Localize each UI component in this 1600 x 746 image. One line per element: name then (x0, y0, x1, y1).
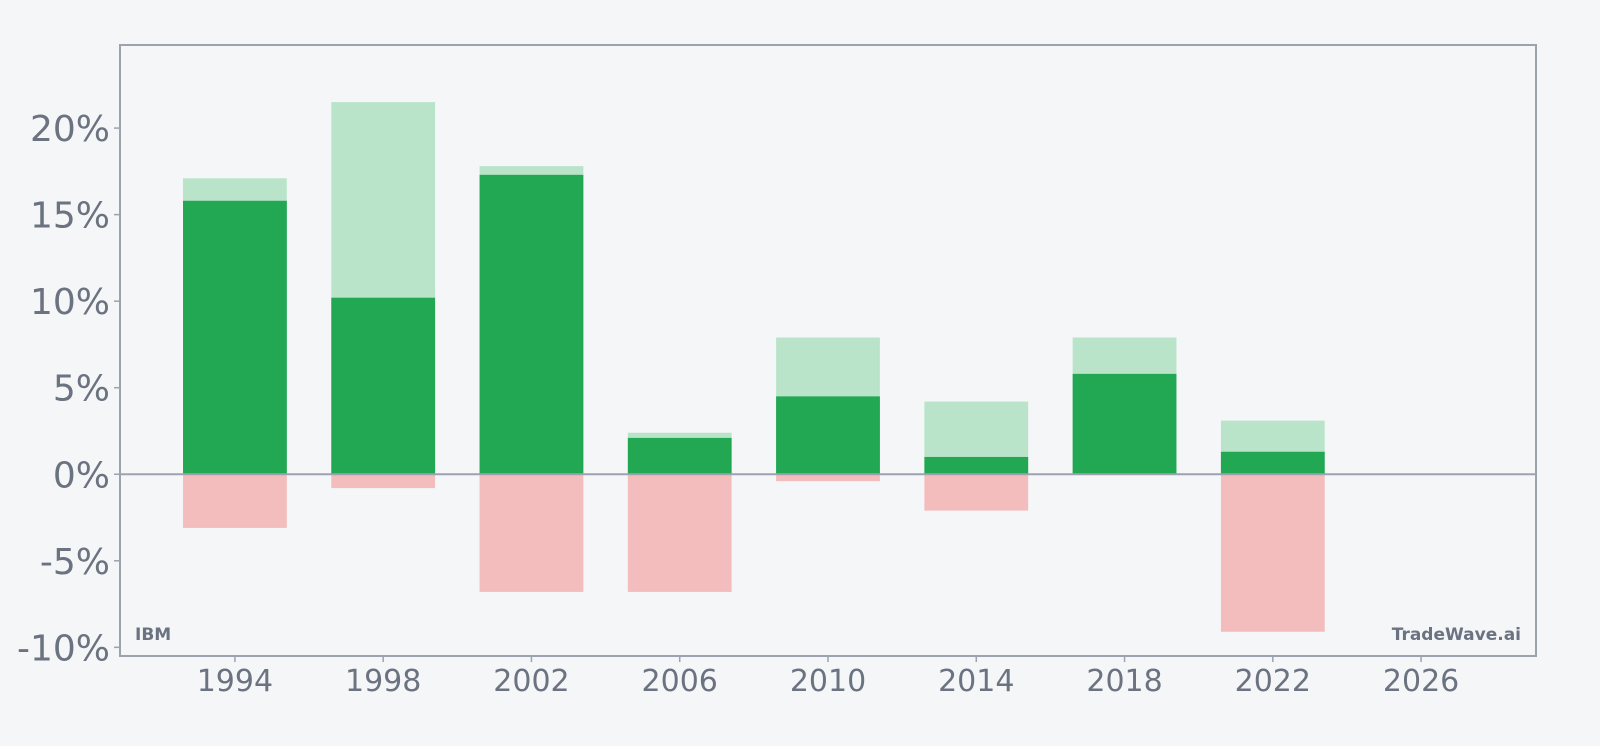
bar-dark-green-2014 (924, 456, 1029, 475)
bar-red-1994 (183, 474, 287, 528)
watermark-left: IBM (135, 625, 171, 645)
y-tick-label: 20% (30, 109, 110, 150)
bar-dark-green-2006 (627, 437, 732, 475)
bar-dark-green-2010 (776, 396, 880, 475)
y-tick-label: -10% (17, 628, 110, 669)
x-tick-label: 2022 (1235, 664, 1311, 699)
watermark-right: TradeWave.ai (1392, 625, 1521, 645)
x-tick-label: 1998 (345, 664, 421, 699)
y-tick-label: 10% (30, 282, 110, 323)
x-tick-label: 2006 (642, 664, 718, 699)
y-axis: 20% 15% 10% 5% 0% -5% -10% (17, 109, 120, 669)
x-tick-label: 1994 (197, 664, 273, 699)
y-tick-label: 15% (30, 196, 110, 237)
bar-red-2022 (1220, 474, 1325, 632)
bar-red-2014 (924, 474, 1029, 511)
bar-dark-green-1998 (331, 297, 436, 475)
x-tick-label: 2010 (790, 664, 866, 699)
x-axis: 1994 1998 2002 2006 2010 2014 2018 2022 2026 (197, 656, 1459, 699)
bar-red-2010 (776, 474, 880, 482)
bar-dark-green-2022 (1220, 451, 1325, 475)
bar-red-2006 (627, 474, 732, 592)
bar-red-1998 (331, 474, 436, 489)
x-tick-label: 2014 (938, 664, 1014, 699)
y-tick-label: 5% (53, 369, 110, 410)
bar-dark-green-2002 (479, 174, 584, 475)
y-tick-label: -5% (40, 542, 110, 583)
x-tick-label: 2018 (1086, 664, 1162, 699)
x-tick-label: 2002 (493, 664, 569, 699)
bar-red-2002 (479, 474, 584, 592)
bars-group (183, 102, 1325, 632)
bar-dark-green-2018 (1072, 373, 1177, 475)
x-tick-label: 2026 (1383, 664, 1459, 699)
bar-dark-green-1994 (183, 200, 287, 475)
y-tick-label: 0% (53, 455, 110, 496)
